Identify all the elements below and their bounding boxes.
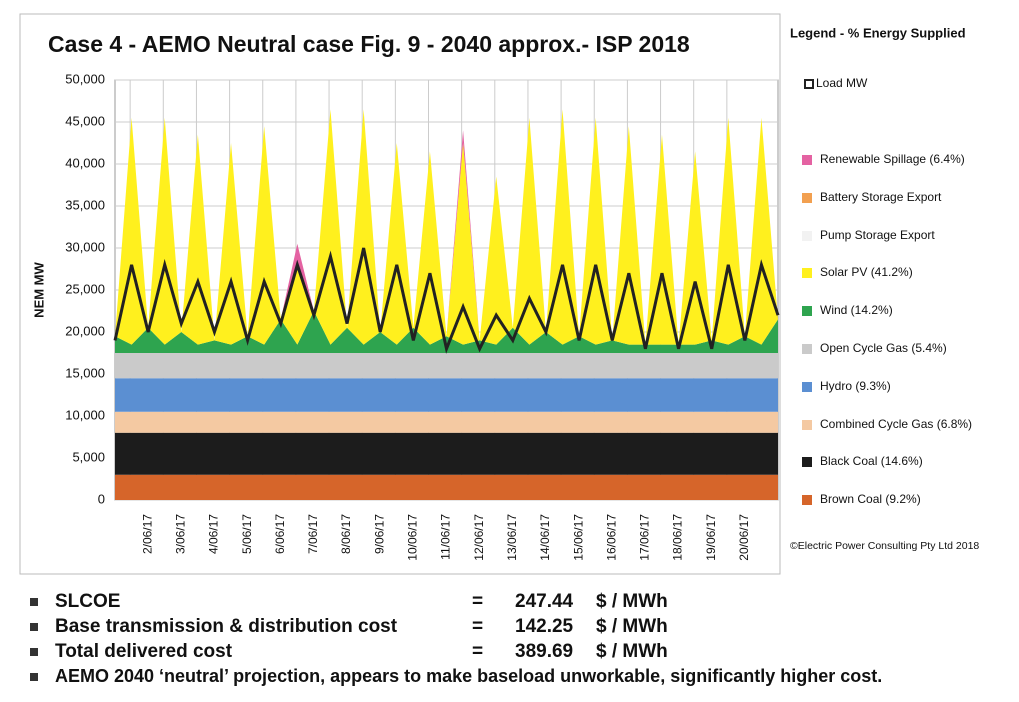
legend-swatch	[804, 79, 814, 89]
note-unit: $ / MWh	[596, 591, 668, 612]
legend-label: Combined Cycle Gas (6.8%)	[820, 417, 972, 431]
area	[115, 353, 778, 379]
x-tick-label: 2/06/17	[140, 514, 154, 554]
x-tick-label: 3/06/17	[173, 514, 187, 554]
legend-label: Black Coal (14.6%)	[820, 454, 923, 468]
area	[115, 378, 778, 412]
legend-swatch	[802, 231, 812, 241]
x-tick-label: 5/06/17	[240, 514, 254, 554]
legend-swatch	[802, 420, 812, 430]
legend-swatch	[802, 306, 812, 316]
legend-label: Brown Coal (9.2%)	[820, 492, 921, 506]
legend-title: Legend - % Energy Supplied	[790, 25, 966, 40]
x-tick-label: 16/06/17	[604, 514, 618, 561]
legend-label: Renewable Spillage (6.4%)	[820, 152, 965, 166]
note-value: 142.25	[515, 616, 574, 637]
note-equals: =	[472, 616, 483, 637]
note-equals: =	[472, 641, 483, 662]
y-axis-label: NEM MW	[31, 261, 46, 317]
legend-label: Pump Storage Export	[820, 228, 935, 242]
note-label: Total delivered cost	[55, 641, 233, 662]
y-tick-label: 10,000	[65, 407, 105, 422]
x-tick-label: 6/06/17	[273, 514, 287, 554]
x-tick-label: 11/06/17	[439, 514, 453, 560]
load-line	[113, 247, 780, 354]
legend-label: Solar PV (41.2%)	[820, 265, 913, 279]
legend-swatch	[802, 193, 812, 203]
y-tick-label: 15,000	[65, 365, 105, 380]
x-tick-label: 18/06/17	[671, 514, 685, 561]
x-tick-label: 8/06/17	[339, 514, 353, 554]
legend-swatch	[802, 382, 812, 392]
y-tick-label: 5,000	[72, 449, 105, 464]
legend-label: Open Cycle Gas (5.4%)	[820, 341, 947, 355]
note-value: 389.69	[515, 641, 573, 662]
y-tick-label: 25,000	[65, 281, 105, 296]
y-tick-label: 50,000	[65, 71, 105, 86]
legend-swatch	[802, 457, 812, 467]
bullet	[30, 623, 38, 631]
chart-title: Case 4 - AEMO Neutral case Fig. 9 - 2040…	[48, 31, 690, 57]
x-tick-label: 15/06/17	[571, 514, 585, 561]
x-tick-label: 12/06/17	[472, 514, 486, 561]
x-tick-label: 17/06/17	[638, 514, 652, 561]
x-tick-label: 9/06/17	[372, 514, 386, 554]
x-tick-label: 20/06/17	[737, 514, 751, 561]
y-tick-label: 20,000	[65, 323, 105, 338]
note-unit: $ / MWh	[596, 641, 668, 662]
x-tick-label: 10/06/17	[406, 514, 420, 561]
bullet	[30, 648, 38, 656]
x-tick-label: 19/06/17	[704, 514, 718, 561]
bullet	[30, 598, 38, 606]
note-label: SLCOE	[55, 591, 120, 612]
legend-label: Hydro (9.3%)	[820, 379, 891, 393]
y-tick-label: 0	[98, 491, 105, 506]
note-label: Base transmission & distribution cost	[55, 616, 398, 637]
note-value: 247.44	[515, 591, 574, 612]
legend-label: Wind (14.2%)	[820, 303, 893, 317]
legend-swatch	[802, 344, 812, 354]
legend-label: Battery Storage Export	[820, 190, 942, 204]
y-tick-label: 45,000	[65, 113, 105, 128]
x-tick-label: 7/06/17	[306, 514, 320, 554]
x-tick-label: 4/06/17	[207, 514, 221, 554]
y-tick-label: 40,000	[65, 155, 105, 170]
note-unit: $ / MWh	[596, 616, 668, 637]
x-tick-label: 14/06/17	[538, 514, 552, 561]
y-tick-label: 30,000	[65, 239, 105, 254]
credit: ©Electric Power Consulting Pty Ltd 2018	[790, 540, 979, 552]
y-tick-label: 35,000	[65, 197, 105, 212]
legend-label: Load MW	[816, 76, 868, 90]
legend-swatch	[802, 268, 812, 278]
conclusion: AEMO 2040 ‘neutral’ projection, appears …	[55, 666, 882, 686]
bullet	[30, 673, 38, 681]
note-equals: =	[472, 591, 483, 612]
x-tick-label: 13/06/17	[505, 514, 519, 561]
legend-swatch	[802, 495, 812, 505]
area	[115, 432, 778, 475]
legend-swatch	[802, 155, 812, 165]
area	[115, 411, 778, 433]
area	[115, 474, 778, 500]
